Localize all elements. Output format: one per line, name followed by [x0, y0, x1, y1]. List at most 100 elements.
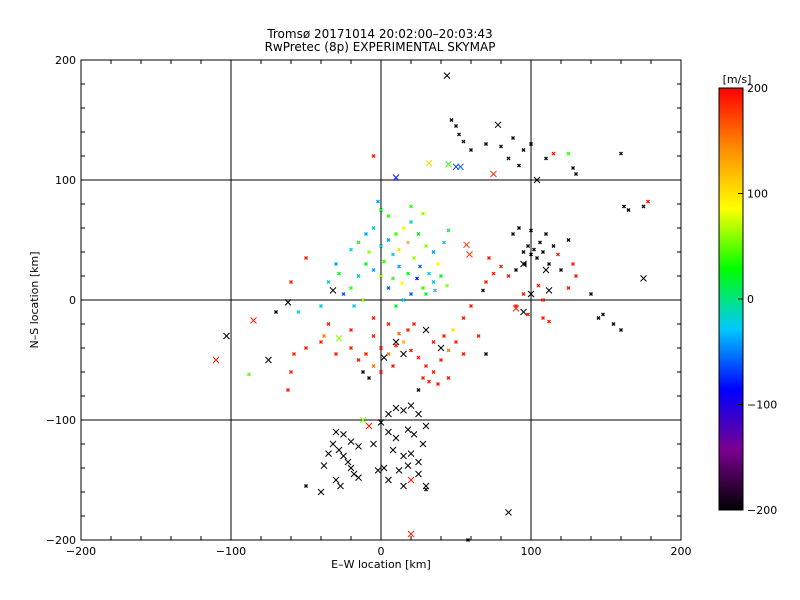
colorbar-tick-label: −200 — [747, 504, 777, 517]
data-point-dot — [442, 240, 446, 245]
data-point-dot — [646, 199, 650, 204]
data-point-dot — [566, 151, 571, 156]
data-point-dot — [274, 310, 278, 314]
data-point-dot — [326, 280, 331, 284]
data-point-dot — [401, 340, 406, 344]
data-point-cross — [340, 431, 347, 438]
data-point-dot — [484, 352, 488, 356]
data-point-dot — [517, 226, 521, 230]
data-point-dot — [386, 286, 391, 290]
data-point-cross — [512, 305, 520, 312]
data-point-dot — [619, 328, 623, 332]
data-point-dot — [337, 271, 341, 276]
data-point-dot — [461, 139, 466, 144]
colorbar-tick-label: 200 — [747, 82, 768, 95]
data-point-cross — [389, 446, 397, 454]
data-point-cross — [407, 476, 415, 484]
data-point-dot — [566, 238, 571, 242]
data-point-cross — [407, 450, 415, 457]
data-point-cross — [325, 450, 332, 457]
data-point-dot — [574, 172, 578, 176]
data-point-dot — [571, 166, 575, 170]
x-tick-label: 0 — [378, 545, 385, 558]
data-point-dot — [356, 274, 361, 278]
data-point-cross — [350, 470, 358, 478]
data-point-dot — [397, 247, 401, 252]
data-point-dot — [371, 268, 376, 272]
data-point-dot — [626, 208, 631, 212]
data-point-dot — [544, 156, 548, 161]
data-point-dot — [461, 316, 466, 320]
data-point-dot — [506, 274, 511, 278]
data-point-dot — [469, 148, 473, 152]
data-point-dot — [371, 364, 376, 368]
data-point-cross — [404, 462, 412, 469]
y-tick-label: −200 — [46, 534, 76, 547]
data-point-cross — [400, 350, 407, 358]
data-point-dot — [481, 288, 485, 293]
data-point-dot — [445, 283, 449, 288]
data-point-dot — [529, 228, 533, 233]
data-point-dot — [409, 292, 413, 296]
data-point-dot — [326, 322, 331, 326]
data-point-cross — [395, 467, 403, 474]
data-point-dot — [401, 298, 406, 302]
data-point-dot — [286, 388, 290, 392]
data-point-dot — [538, 240, 542, 245]
y-axis-label: N–S location [km] — [28, 251, 41, 348]
data-point-dot — [391, 252, 395, 257]
data-point-dot — [289, 280, 293, 284]
data-point-dot — [406, 240, 410, 245]
data-point-dot — [529, 142, 533, 146]
data-point-cross — [400, 452, 407, 460]
data-point-dot — [484, 280, 488, 284]
data-point-dot — [442, 334, 446, 338]
data-point-dot — [641, 204, 646, 209]
colorbar-label: [m/s] — [723, 73, 752, 86]
data-point-dot — [454, 124, 458, 128]
data-point-cross — [359, 416, 367, 424]
data-point-dot — [379, 346, 383, 350]
data-point-cross — [284, 299, 292, 306]
data-point-dot — [376, 199, 380, 204]
data-point-cross — [340, 452, 347, 460]
data-point-dot — [431, 250, 436, 254]
data-point-dot — [499, 264, 503, 269]
data-point-cross — [335, 446, 343, 454]
data-point-cross — [422, 422, 430, 430]
data-point-dot — [491, 271, 496, 276]
colorbar-tick-label: 100 — [747, 188, 768, 201]
data-point-cross — [392, 434, 400, 442]
data-point-dot — [356, 240, 361, 245]
data-point-dot — [544, 232, 548, 236]
data-point-dot — [541, 298, 545, 302]
data-point-dot — [476, 334, 481, 338]
data-point-dot — [541, 316, 545, 320]
x-tick-label: 100 — [521, 545, 542, 558]
data-point-dot — [446, 228, 451, 233]
colorbar: 200 100 0 −100 −200 — [718, 82, 777, 517]
colorbar-tick-label: 0 — [747, 293, 754, 306]
data-point-cross — [329, 440, 337, 448]
axis-ticks: −200 −100 0 100 200 −200 −100 0 100 200 — [46, 54, 692, 558]
y-tick-label: 0 — [69, 294, 76, 307]
data-point-dot — [361, 298, 365, 302]
data-point-dot — [397, 264, 401, 269]
x-tick-label: −100 — [216, 545, 246, 558]
data-point-dot — [379, 244, 383, 248]
data-point-cross — [265, 356, 272, 364]
data-point-cross — [457, 163, 464, 171]
data-point-dot — [547, 262, 551, 266]
data-point-cross — [407, 402, 415, 409]
data-point-dot — [391, 276, 395, 281]
data-point-dot — [421, 376, 425, 380]
data-point-dot — [352, 304, 356, 308]
data-point-dot — [361, 370, 365, 374]
data-point-dot — [535, 256, 539, 260]
data-point-cross — [337, 482, 344, 490]
data-point-cross — [415, 410, 422, 418]
data-point-cross — [520, 308, 527, 316]
data-point-cross — [422, 482, 430, 490]
data-point-dot — [356, 358, 361, 362]
data-point-cross — [380, 354, 388, 361]
